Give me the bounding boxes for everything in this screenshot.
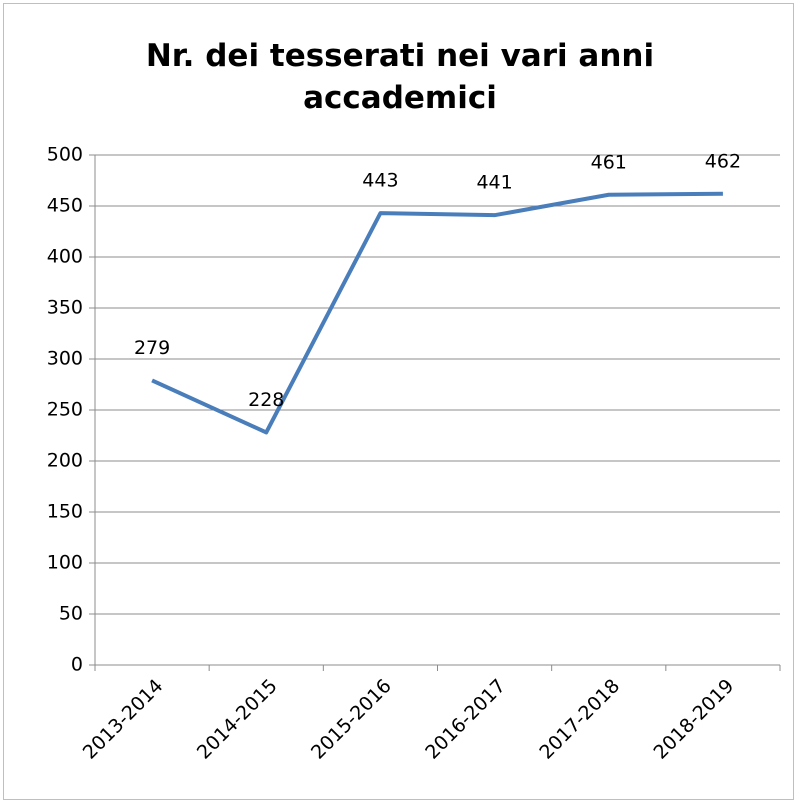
chart-title: Nr. dei tesserati nei vari anni accademi…: [145, 38, 655, 116]
data-line: [151, 191, 723, 435]
x-tick-label: 2017-2018: [535, 675, 624, 764]
chart-frame: [3, 3, 794, 800]
y-tick-label: 350: [47, 297, 83, 319]
data-label: 279: [134, 337, 170, 359]
y-tick-label: 300: [47, 348, 83, 370]
x-tick-label: 2016-2017: [421, 675, 510, 764]
y-tick-label: 200: [47, 450, 83, 472]
y-tick-label: 400: [47, 246, 83, 268]
data-label: 462: [705, 150, 741, 172]
y-tick-label: 0: [71, 654, 83, 676]
y-tick-label: 450: [47, 195, 83, 217]
data-label: 443: [362, 170, 398, 192]
y-tick-label: 250: [47, 399, 83, 421]
y-tick-label: 100: [47, 552, 83, 574]
y-tick-label: 50: [59, 603, 83, 625]
x-tick-label: 2013-2014: [79, 675, 168, 764]
x-tick-label: 2015-2016: [307, 675, 396, 764]
y-tick-label: 500: [47, 144, 83, 166]
data-label: 441: [476, 172, 512, 194]
data-label: 228: [248, 389, 284, 411]
x-tick-label: 2018-2019: [650, 675, 739, 764]
data-label: 461: [591, 151, 627, 173]
x-tick-label: 2014-2015: [193, 675, 282, 764]
y-tick-label: 150: [47, 501, 83, 523]
